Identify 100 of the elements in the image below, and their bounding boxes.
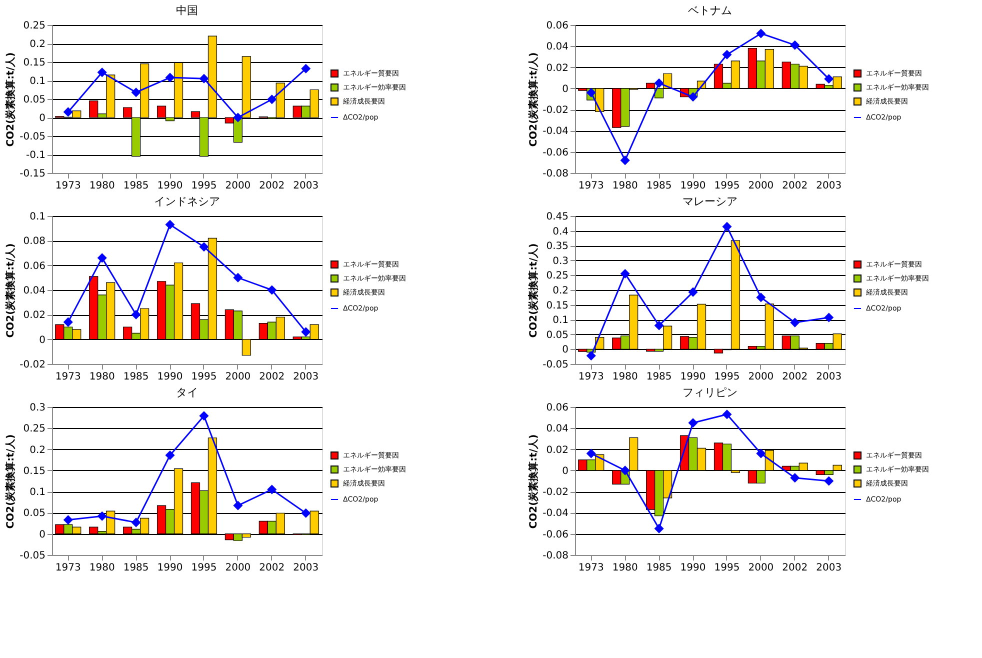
x-tick-label: 1973 [578, 562, 604, 574]
y-tick-label: 0.02 [546, 444, 568, 456]
y-tick-label: -0.06 [542, 147, 568, 158]
chart-title: フィリピン [682, 386, 738, 399]
y-tick-label: 0.06 [23, 260, 46, 272]
x-tick-label: 1973 [55, 562, 81, 574]
point [654, 524, 664, 533]
chart-title: マレーシア [682, 195, 738, 208]
point [654, 321, 664, 330]
point [586, 351, 596, 360]
x-tick-label: 1990 [680, 372, 706, 382]
x-tick-label: 1995 [714, 372, 740, 382]
x-tick-label: 2000 [225, 180, 251, 192]
x-tick-label: 1995 [191, 372, 217, 382]
point [790, 40, 800, 50]
y-tick-label: -0.15 [20, 168, 46, 180]
point [200, 74, 208, 84]
y-axis-title: CO2(炭素換算:t/人) [528, 243, 540, 338]
y-tick-label: -0.05 [20, 132, 46, 142]
point [302, 64, 310, 74]
y-tick-label: 0.2 [30, 39, 46, 50]
y-tick-label: 0.1 [30, 76, 46, 87]
y-tick-label: -0.08 [542, 168, 568, 180]
point [166, 220, 174, 229]
x-tick-label: 1973 [578, 180, 604, 192]
point [132, 310, 140, 320]
y-tick-label: 0.1 [552, 315, 568, 326]
x-tick-label: 2003 [293, 372, 319, 382]
y-tick-label: 0.04 [546, 42, 568, 53]
y-tick-label: 0 [39, 334, 46, 346]
y-tick-label: -0.1 [26, 150, 46, 161]
x-tick-label: 1995 [714, 180, 740, 192]
point [756, 449, 766, 458]
point [166, 450, 174, 460]
point [756, 293, 766, 302]
y-tick-label: 0.25 [546, 270, 568, 282]
x-tick-label: 2002 [259, 372, 285, 382]
point [64, 516, 72, 524]
x-tick-label: 1973 [55, 180, 81, 192]
y-tick-label: 0.02 [23, 310, 46, 322]
x-tick-label: 1985 [646, 372, 672, 382]
x-tick-label: 2003 [816, 562, 842, 574]
x-tick-label: 1980 [612, 562, 638, 574]
x-tick-label: 1980 [612, 372, 638, 382]
y-tick-label: 0.1 [30, 212, 46, 222]
point [98, 512, 106, 520]
x-tick-label: 1995 [714, 562, 740, 574]
chart-title: インドネシア [154, 195, 220, 208]
y-tick-label: 0.04 [23, 286, 46, 296]
y-axis-title: CO2(炭素換算:t/人) [4, 52, 17, 147]
point [132, 88, 140, 97]
point [688, 288, 698, 296]
chart-title: タイ [176, 386, 198, 399]
y-tick-label: 0.15 [23, 58, 46, 68]
x-tick-label: 1985 [646, 180, 672, 192]
chart-title: 中国 [176, 4, 198, 17]
point [234, 113, 242, 122]
x-tick-label: 1985 [123, 372, 149, 382]
point [302, 508, 310, 518]
y-tick-label: -0.02 [542, 487, 568, 498]
x-tick-label: 2003 [816, 372, 842, 382]
point [722, 50, 732, 59]
y-tick-label: 0.02 [546, 62, 568, 74]
y-tick-label: 0.05 [23, 508, 46, 520]
point [302, 328, 310, 336]
x-tick-label: 2003 [293, 562, 319, 574]
x-tick-label: 2000 [748, 372, 774, 382]
y-axis-title: CO2(炭素換算:t/人) [4, 434, 17, 529]
y-tick-label: 0 [562, 84, 568, 95]
point [234, 273, 242, 282]
point [824, 313, 834, 322]
x-tick-label: 2000 [225, 372, 251, 382]
x-tick-label: 1990 [680, 180, 706, 192]
y-tick-label: 0.06 [546, 20, 568, 32]
x-tick-label: 2000 [225, 562, 251, 574]
y-tick-label: 0.15 [546, 300, 568, 312]
x-tick-label: 2002 [259, 562, 285, 574]
y-tick-label: 0.35 [546, 241, 568, 252]
point [200, 242, 208, 252]
y-tick-label: -0.02 [20, 360, 46, 370]
x-tick-label: 1990 [157, 372, 183, 382]
y-tick-label: -0.04 [542, 126, 568, 138]
point [98, 68, 106, 77]
point [620, 269, 630, 278]
x-tick-label: 1995 [191, 180, 217, 192]
point [722, 222, 732, 232]
x-tick-label: 1990 [157, 562, 183, 574]
x-tick-label: 2002 [782, 562, 808, 574]
point [722, 410, 732, 419]
y-tick-label: 0.3 [30, 402, 46, 414]
x-tick-label: 1990 [157, 180, 183, 192]
point [200, 412, 208, 420]
point [824, 74, 834, 84]
y-tick-label: 0.08 [23, 236, 46, 248]
point [790, 318, 800, 327]
point [688, 418, 698, 428]
point [234, 501, 242, 510]
y-tick-label: 0 [562, 344, 568, 356]
x-tick-label: 1973 [578, 372, 604, 382]
chart-title: ベトナム [688, 4, 732, 17]
